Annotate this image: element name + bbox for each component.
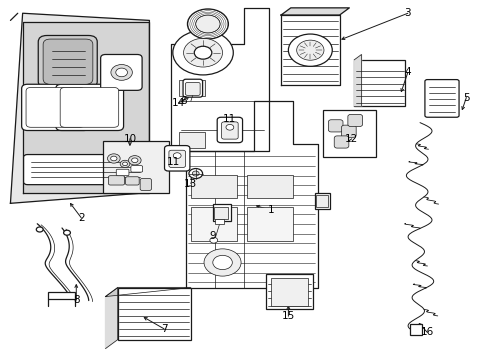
Circle shape (192, 171, 199, 176)
Bar (409, 324, 422, 335)
Circle shape (288, 34, 331, 66)
Circle shape (173, 153, 181, 158)
Bar (190, 207, 237, 241)
FancyBboxPatch shape (38, 36, 97, 88)
Circle shape (63, 230, 70, 235)
Polygon shape (105, 288, 118, 348)
FancyBboxPatch shape (21, 84, 89, 131)
Text: 4: 4 (404, 67, 410, 77)
Text: 2: 2 (78, 213, 84, 222)
Text: 5: 5 (462, 93, 468, 103)
Text: 6: 6 (180, 96, 186, 106)
Bar (178, 80, 205, 96)
Text: 14: 14 (172, 98, 185, 108)
Polygon shape (353, 54, 361, 107)
Circle shape (172, 31, 233, 75)
FancyBboxPatch shape (347, 114, 362, 127)
Text: 13: 13 (184, 179, 197, 189)
Bar (316, 195, 327, 207)
Text: 15: 15 (281, 311, 294, 321)
Bar (315, 193, 329, 209)
Polygon shape (281, 8, 348, 15)
FancyBboxPatch shape (101, 54, 142, 90)
FancyBboxPatch shape (328, 120, 342, 132)
Bar (353, 60, 405, 107)
FancyBboxPatch shape (164, 145, 189, 171)
FancyBboxPatch shape (116, 169, 129, 176)
Bar (214, 207, 227, 220)
FancyBboxPatch shape (125, 177, 139, 185)
FancyBboxPatch shape (56, 84, 123, 131)
Circle shape (120, 160, 130, 167)
FancyBboxPatch shape (221, 122, 238, 139)
Polygon shape (171, 8, 268, 151)
Circle shape (128, 156, 141, 165)
Text: 9: 9 (209, 231, 216, 240)
Circle shape (212, 255, 232, 270)
FancyBboxPatch shape (185, 82, 200, 95)
Circle shape (209, 237, 217, 243)
Circle shape (116, 68, 127, 77)
Circle shape (107, 154, 120, 163)
FancyBboxPatch shape (131, 166, 142, 172)
FancyBboxPatch shape (333, 136, 348, 148)
FancyBboxPatch shape (26, 87, 84, 127)
FancyBboxPatch shape (60, 87, 119, 127)
FancyBboxPatch shape (217, 117, 242, 143)
Circle shape (203, 249, 241, 276)
Circle shape (111, 64, 132, 80)
Circle shape (194, 46, 211, 59)
Circle shape (183, 39, 222, 67)
Circle shape (188, 168, 202, 179)
Text: 12: 12 (345, 134, 358, 144)
Circle shape (225, 125, 233, 130)
FancyBboxPatch shape (140, 179, 151, 190)
Text: 10: 10 (123, 134, 136, 144)
Bar (178, 132, 205, 148)
Bar (48, 292, 75, 299)
FancyBboxPatch shape (43, 39, 93, 84)
Bar (103, 140, 168, 193)
Polygon shape (105, 288, 190, 297)
Bar (118, 288, 190, 339)
Circle shape (195, 15, 220, 33)
Circle shape (187, 9, 228, 39)
FancyBboxPatch shape (168, 150, 185, 167)
Bar (246, 207, 293, 241)
Text: 16: 16 (420, 327, 433, 337)
Circle shape (131, 158, 138, 163)
Circle shape (110, 156, 117, 161)
Text: 7: 7 (161, 324, 167, 334)
Polygon shape (281, 15, 339, 85)
Circle shape (296, 40, 324, 60)
FancyBboxPatch shape (183, 79, 202, 97)
Polygon shape (22, 22, 149, 193)
FancyBboxPatch shape (341, 125, 355, 137)
Circle shape (36, 227, 43, 232)
Circle shape (122, 162, 127, 166)
Bar (212, 204, 231, 221)
Text: 1: 1 (267, 206, 274, 216)
Bar (215, 220, 224, 224)
Bar (322, 110, 375, 157)
Text: 11: 11 (167, 157, 180, 167)
Polygon shape (185, 101, 317, 288)
Bar (246, 175, 293, 198)
FancyBboxPatch shape (23, 154, 146, 185)
Polygon shape (10, 13, 149, 203)
Text: 11: 11 (223, 114, 236, 124)
Bar (190, 175, 237, 198)
Bar (266, 274, 312, 309)
Text: 3: 3 (404, 8, 410, 18)
Bar (271, 278, 307, 306)
FancyBboxPatch shape (108, 176, 124, 185)
Text: 8: 8 (73, 295, 80, 305)
FancyBboxPatch shape (424, 80, 458, 117)
